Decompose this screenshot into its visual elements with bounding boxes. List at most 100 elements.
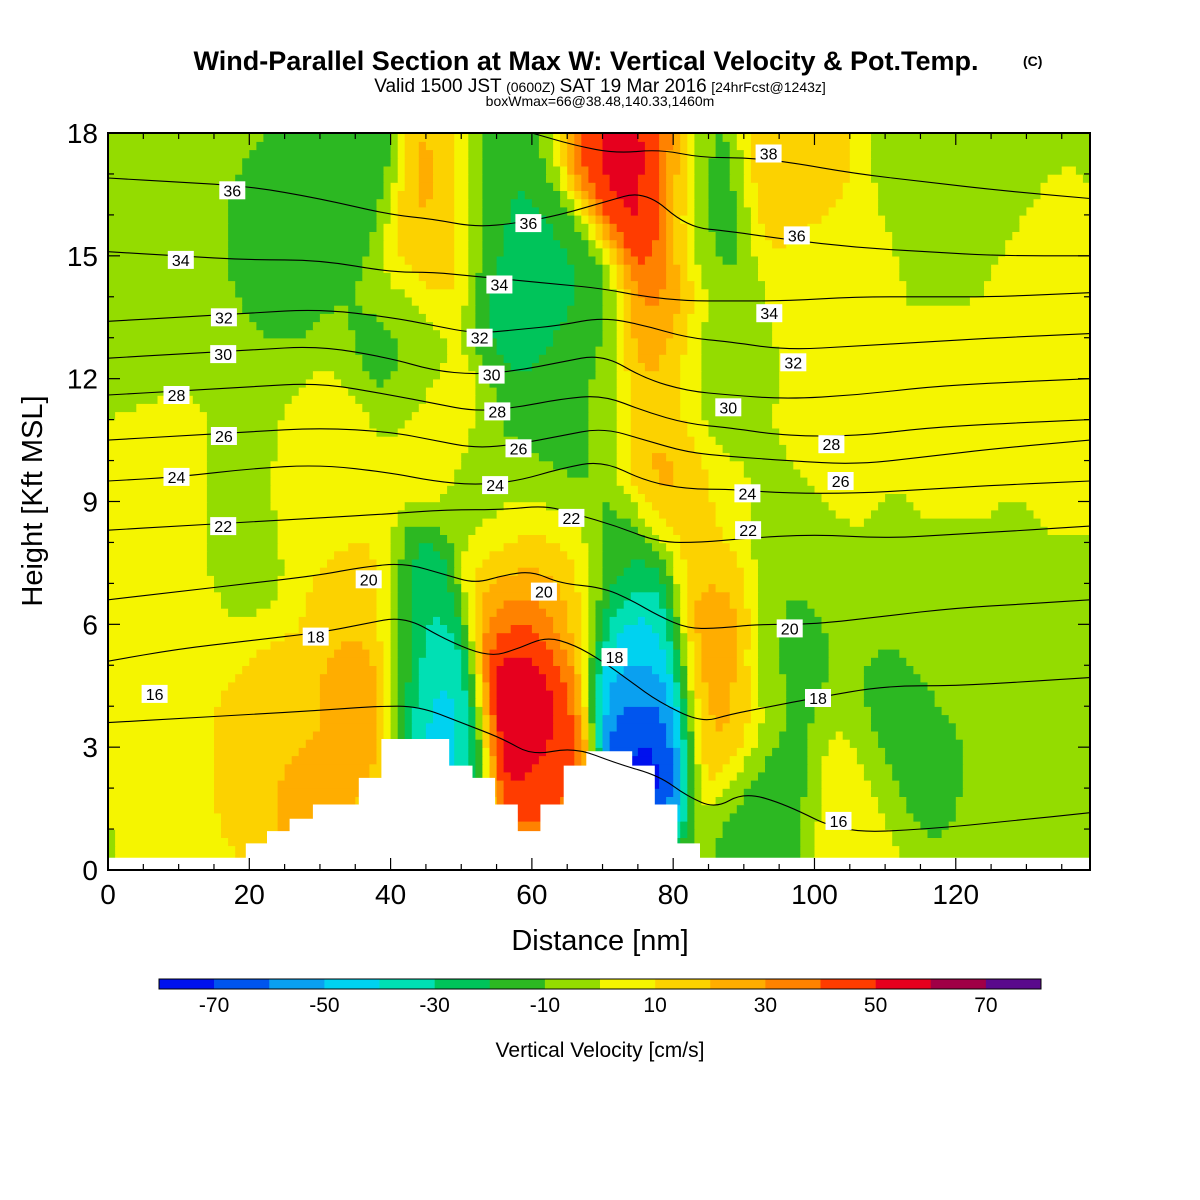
velocity-cell — [680, 689, 688, 699]
velocity-cell — [637, 616, 646, 625]
velocity-cell — [468, 616, 477, 625]
velocity-cell — [750, 206, 759, 216]
velocity-cell — [277, 591, 307, 601]
velocity-cell — [496, 706, 554, 716]
velocity-cell — [673, 575, 688, 585]
velocity-cell — [503, 599, 540, 609]
colorbar-swatch — [544, 979, 601, 989]
velocity-cell — [108, 837, 116, 847]
velocity-cell — [214, 755, 293, 765]
velocity-cell — [108, 370, 314, 380]
velocity-cell — [609, 599, 625, 609]
velocity-cell — [708, 419, 773, 429]
velocity-cell — [574, 632, 583, 642]
velocity-cell — [298, 747, 378, 757]
velocity-cell — [475, 280, 498, 290]
velocity-cell — [383, 648, 392, 658]
velocity-cell — [680, 165, 688, 175]
velocity-cell — [680, 739, 688, 748]
velocity-cell — [553, 616, 568, 625]
velocity-cell — [588, 173, 611, 183]
velocity-cell — [503, 657, 533, 666]
velocity-cell — [475, 747, 484, 757]
velocity-cell — [680, 370, 703, 380]
velocity-cell — [758, 689, 787, 699]
velocity-cell — [659, 599, 667, 609]
velocity-cell — [892, 771, 964, 781]
velocity-cell — [701, 698, 710, 707]
isentrope-label: 34 — [167, 250, 194, 270]
velocity-cell — [786, 698, 823, 707]
velocity-cell — [425, 648, 462, 658]
velocity-cell — [786, 689, 823, 699]
velocity-cell — [814, 837, 893, 847]
velocity-cell — [588, 640, 597, 650]
velocity-cell — [743, 567, 759, 576]
velocity-cell — [468, 657, 477, 666]
velocity-cell — [574, 665, 583, 675]
velocity-cell — [680, 722, 688, 732]
isentrope-label-text: 20 — [360, 572, 378, 589]
velocity-cell — [765, 755, 809, 765]
velocity-cell — [538, 141, 554, 151]
velocity-cell — [503, 730, 554, 740]
velocity-cell — [411, 599, 455, 609]
velocity-cell — [298, 616, 378, 625]
velocity-cell — [687, 804, 696, 814]
velocity-cell — [503, 796, 561, 806]
velocity-cell — [482, 239, 505, 249]
isentrope-label-text: 28 — [488, 404, 506, 421]
velocity-cell — [871, 141, 1090, 151]
velocity-cell — [383, 231, 399, 241]
isentrope-label: 24 — [163, 467, 190, 487]
isentrope-label-box — [466, 328, 493, 347]
velocity-cell — [560, 198, 575, 208]
velocity-cell — [538, 599, 568, 609]
velocity-cell — [383, 247, 399, 257]
velocity-cell — [397, 575, 413, 585]
colorbar-swatch — [269, 979, 325, 989]
velocity-cell — [270, 493, 441, 503]
velocity-cell — [390, 526, 406, 535]
velocity-cell — [673, 681, 681, 691]
velocity-cell — [108, 575, 215, 585]
velocity-cell — [319, 689, 378, 699]
velocity-cell — [221, 591, 279, 601]
velocity-cell — [934, 689, 1090, 699]
velocity-cell — [517, 436, 590, 445]
velocity-cell — [630, 329, 674, 339]
velocity-cell — [609, 689, 667, 699]
velocity-cell — [108, 763, 215, 773]
velocity-cell — [666, 280, 681, 290]
velocity-cell — [659, 362, 681, 372]
velocity-cell — [694, 444, 724, 454]
velocity-cell — [214, 583, 279, 593]
velocity-cell — [214, 747, 300, 757]
velocity-cell — [736, 640, 752, 650]
velocity-cell — [694, 182, 710, 191]
velocity-cell — [489, 313, 568, 323]
velocity-cell — [637, 509, 660, 519]
velocity-cell — [821, 804, 879, 814]
velocity-cell — [510, 198, 533, 208]
velocity-cell — [623, 296, 632, 306]
velocity-cell — [496, 386, 590, 396]
velocity-cell — [475, 599, 484, 609]
velocity-cell — [835, 509, 872, 519]
velocity-cell — [440, 493, 632, 503]
velocity-cell — [574, 747, 583, 757]
velocity-cell — [701, 378, 780, 388]
velocity-cell — [616, 362, 625, 372]
velocity-cell — [214, 771, 286, 781]
velocity-cell — [962, 755, 1090, 765]
velocity-cell — [673, 198, 688, 208]
velocity-cell — [418, 182, 434, 191]
velocity-cell — [560, 321, 604, 331]
velocity-cell — [383, 673, 392, 683]
velocity-cell — [411, 722, 427, 732]
velocity-cell — [461, 558, 484, 568]
velocity-cell — [108, 436, 208, 445]
x-tick-label: 60 — [516, 879, 547, 910]
velocity-cell — [694, 599, 731, 609]
velocity-cell — [687, 673, 696, 683]
